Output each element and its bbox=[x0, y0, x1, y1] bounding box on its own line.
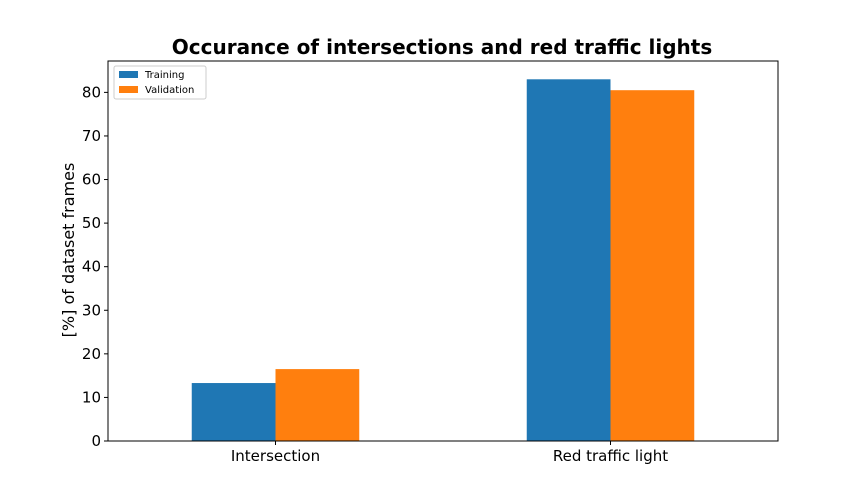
x-tick-label: Intersection bbox=[231, 447, 320, 465]
y-tick-label: 50 bbox=[82, 214, 101, 232]
legend-swatch-training bbox=[119, 71, 138, 78]
legend-label-training: Training bbox=[144, 70, 184, 81]
bar-training-red-traffic-light bbox=[526, 79, 611, 442]
y-tick-label: 0 bbox=[91, 432, 101, 450]
y-tick-label: 80 bbox=[82, 83, 101, 101]
bar-training-intersection bbox=[191, 383, 276, 441]
y-tick-label: 20 bbox=[82, 345, 101, 363]
legend-label-validation: Validation bbox=[145, 85, 194, 96]
chart-title: Occurance of intersections and red traff… bbox=[172, 35, 713, 59]
plot-frame bbox=[107, 60, 779, 442]
bars-group bbox=[191, 79, 695, 442]
x-axis-ticks: Intersection Red traffic light bbox=[231, 441, 668, 465]
y-axis-label: [%] of dataset frames bbox=[59, 163, 78, 338]
bar-validation-red-traffic-light bbox=[610, 90, 695, 441]
bar-validation-intersection bbox=[275, 369, 360, 441]
legend: Training Validation bbox=[113, 65, 207, 100]
y-tick-label: 40 bbox=[82, 258, 101, 276]
y-tick-label: 10 bbox=[82, 388, 101, 406]
y-tick-label: 60 bbox=[82, 171, 101, 189]
y-tick-label: 70 bbox=[82, 127, 101, 145]
y-axis-ticks: 0 10 20 30 40 50 60 70 80 bbox=[82, 83, 108, 450]
y-tick-label: 30 bbox=[82, 301, 101, 319]
x-tick-label: Red traffic light bbox=[553, 447, 668, 465]
legend-swatch-validation bbox=[119, 86, 138, 93]
